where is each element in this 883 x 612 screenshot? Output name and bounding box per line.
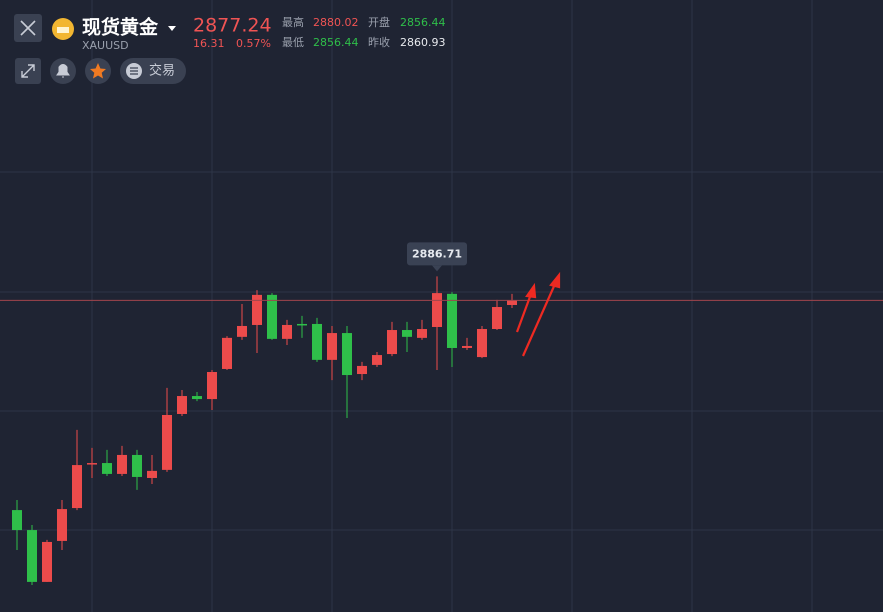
change-pct: 0.57% <box>236 37 271 50</box>
arrow <box>515 293 533 333</box>
symbol: XAUUSD <box>82 39 129 52</box>
candle-body <box>57 509 67 541</box>
candle-body <box>162 414 172 470</box>
trade-icon-lines <box>130 67 138 75</box>
candle-body <box>252 294 262 325</box>
candle-body <box>237 325 247 337</box>
stat-label: 最高 <box>282 15 304 29</box>
plot: 2886.71 <box>0 242 883 585</box>
candle-body <box>447 293 457 348</box>
gold-bar <box>57 27 69 33</box>
stat-value: 2856.44 <box>400 16 446 29</box>
candle-body <box>27 530 37 582</box>
candle-body <box>372 355 382 365</box>
candle-body <box>282 324 292 339</box>
candle-body <box>147 470 157 478</box>
candle-body <box>87 463 97 465</box>
candle-body <box>327 333 337 360</box>
collapse-icon <box>21 64 35 78</box>
candle-body <box>222 337 232 369</box>
candle-body <box>177 396 187 414</box>
bell-icon <box>56 64 70 78</box>
candle-body <box>492 307 502 330</box>
candle-body <box>387 330 397 355</box>
max-label: 2886.71 <box>412 247 462 260</box>
stat-value: 2860.93 <box>400 36 446 49</box>
candle-body <box>342 333 352 376</box>
candle-body <box>507 300 517 305</box>
candle-body <box>417 329 427 338</box>
candle-body <box>42 541 52 582</box>
stat-label: 最低 <box>282 36 304 49</box>
candle-body <box>357 365 367 375</box>
candle-body <box>477 329 487 358</box>
candle-body <box>312 323 322 360</box>
dropdown-arrow[interactable] <box>168 26 176 31</box>
candle-body <box>462 345 472 348</box>
trade-label: 交易 <box>149 63 175 79</box>
change: 16.31 <box>193 37 225 50</box>
arrow <box>521 283 557 357</box>
candle-body <box>192 396 202 400</box>
arrow-head <box>525 282 537 299</box>
stat-value: 2856.44 <box>313 36 359 49</box>
max-tooltip-pointer <box>432 265 442 272</box>
candle-body <box>117 454 127 474</box>
candle-body <box>267 294 277 339</box>
candle-body <box>432 293 442 327</box>
candle-body <box>402 330 412 337</box>
arrow-head <box>549 271 561 289</box>
candle-body <box>72 465 82 509</box>
annotation-arrows <box>515 271 561 357</box>
price: 2877.24 <box>193 15 272 37</box>
stat-value: 2880.02 <box>313 16 359 29</box>
stat-label: 开盘 <box>368 15 390 29</box>
instrument-name[interactable]: 现货黄金 <box>82 16 159 39</box>
candle-body <box>102 463 112 474</box>
close-icon <box>20 20 36 36</box>
candle-body <box>207 372 217 400</box>
star-icon <box>90 63 106 79</box>
candle-body <box>297 323 307 326</box>
stat-label: 昨收 <box>368 35 390 49</box>
candle-body <box>12 510 22 531</box>
max-tooltip <box>407 242 467 266</box>
candle-body <box>132 454 142 477</box>
